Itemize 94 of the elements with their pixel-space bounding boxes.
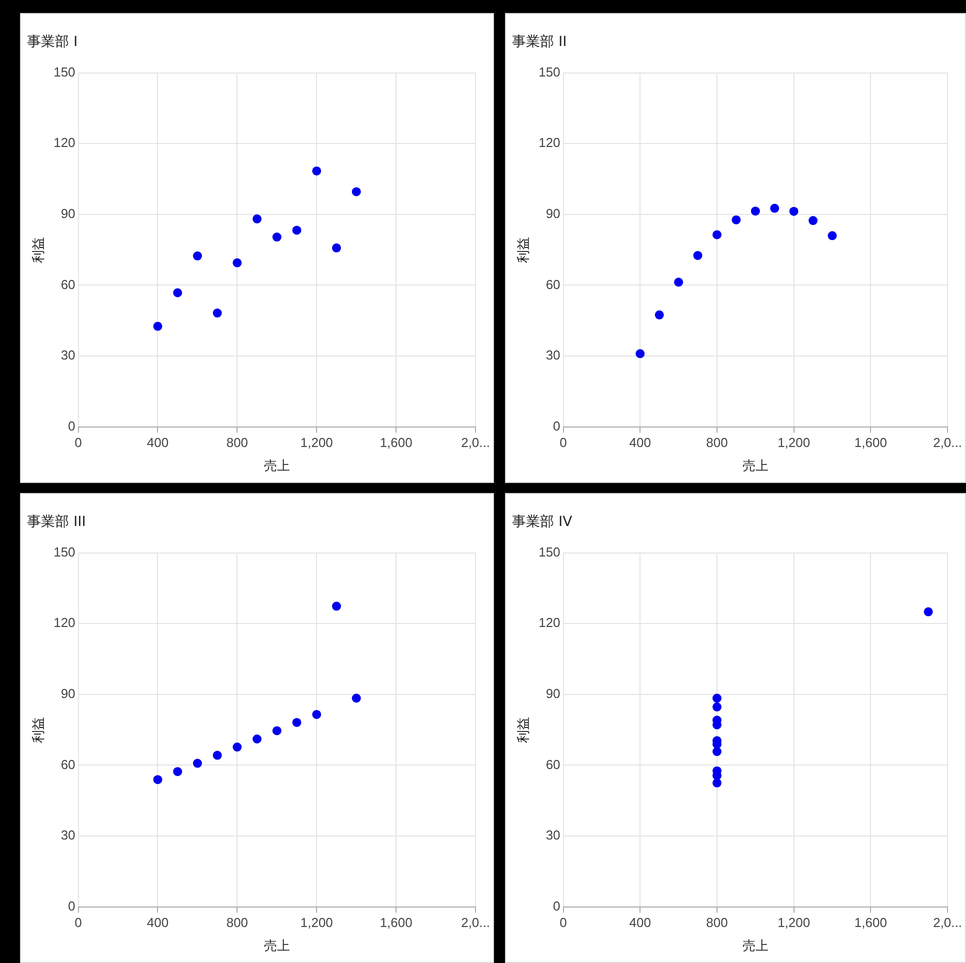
point — [712, 778, 722, 788]
y-axis-title: 利益 — [30, 716, 46, 743]
y-tick-label: 60 — [546, 276, 560, 292]
point — [352, 187, 361, 196]
y-tick-label: 0 — [68, 418, 76, 434]
x-axis-title: 売上 — [264, 938, 290, 953]
chart-title: 事業部 III — [27, 514, 86, 530]
point — [808, 216, 818, 226]
y-tick-label: 150 — [538, 544, 560, 560]
y-tick-label: 120 — [538, 615, 560, 630]
x-tick-label: 2,0... — [461, 915, 490, 930]
point — [252, 214, 262, 224]
x-axis-title: 売上 — [742, 938, 768, 953]
point — [732, 215, 741, 224]
point — [636, 349, 645, 358]
y-axis-title: 利益 — [30, 236, 46, 263]
x-tick-label: 1,600 — [854, 435, 887, 450]
chart-title: 事業部 II — [512, 34, 567, 50]
point — [272, 726, 282, 736]
y-axis-title: 利益 — [515, 236, 530, 263]
y-tick-label: 60 — [60, 756, 76, 772]
x-tick-label: 1,200 — [300, 915, 333, 930]
point — [292, 718, 302, 727]
point — [192, 251, 202, 260]
point — [312, 166, 322, 176]
point — [153, 775, 162, 784]
point — [712, 747, 722, 756]
point — [693, 250, 702, 260]
x-tick-label: 400 — [146, 435, 169, 450]
y-tick-label: 90 — [546, 206, 560, 221]
x-tick-label: 400 — [629, 915, 651, 930]
x-tick-label: 2,0... — [933, 915, 962, 930]
point — [173, 767, 182, 776]
chart-title: 事業部 IV — [512, 514, 573, 530]
point — [712, 702, 722, 712]
x-tick-label: 1,600 — [380, 435, 412, 450]
point — [153, 322, 162, 331]
point — [292, 226, 302, 235]
x-tick-label: 800 — [226, 915, 248, 930]
y-tick-label: 30 — [60, 348, 76, 363]
y-tick-label: 120 — [538, 135, 560, 150]
x-tick-label: 1,200 — [778, 915, 810, 930]
point — [654, 310, 664, 320]
y-tick-label: 90 — [546, 686, 560, 701]
point — [272, 232, 282, 242]
y-tick-label: 90 — [60, 686, 76, 701]
point — [712, 230, 722, 240]
point — [352, 694, 361, 703]
x-tick-label: 1,200 — [300, 435, 333, 450]
y-tick-label: 60 — [60, 276, 76, 292]
point — [770, 204, 780, 213]
y-tick-label: 0 — [553, 418, 560, 434]
y-tick-label: 150 — [54, 64, 76, 80]
y-tick-label: 60 — [546, 756, 560, 772]
x-tick-label: 400 — [629, 435, 651, 450]
point — [212, 750, 222, 760]
chart-title: 事業部 I — [27, 34, 78, 50]
point — [750, 206, 760, 216]
x-tick-label: 800 — [226, 435, 248, 450]
x-tick-label: 1,600 — [380, 915, 412, 930]
point — [789, 206, 798, 216]
y-tick-label: 150 — [54, 544, 76, 560]
x-axis-title: 売上 — [264, 458, 290, 473]
point — [712, 694, 722, 703]
x-tick-label: 2,0... — [461, 435, 490, 450]
x-axis-title: 売上 — [742, 458, 768, 473]
point — [332, 243, 342, 252]
x-tick-label: 800 — [706, 435, 728, 450]
y-tick-label: 150 — [538, 64, 560, 80]
y-tick-label: 90 — [60, 206, 76, 221]
x-tick-label: 1,600 — [854, 915, 887, 930]
x-tick-label: 800 — [706, 915, 728, 930]
point — [828, 231, 837, 240]
point — [173, 288, 182, 298]
point — [232, 742, 242, 752]
point — [924, 607, 933, 616]
point — [252, 734, 262, 744]
y-tick-label: 120 — [54, 135, 76, 150]
point — [232, 258, 242, 268]
y-tick-label: 30 — [60, 828, 76, 843]
y-tick-label: 30 — [546, 828, 560, 843]
point — [212, 308, 222, 318]
x-tick-label: 1,200 — [778, 435, 810, 450]
y-tick-label: 0 — [553, 898, 560, 914]
x-tick-label: 2,0... — [933, 435, 962, 450]
y-axis-title: 利益 — [515, 716, 530, 743]
point — [674, 278, 684, 287]
y-tick-label: 0 — [68, 898, 76, 914]
x-tick-label: 400 — [146, 915, 169, 930]
point — [312, 710, 322, 719]
point — [332, 602, 342, 611]
point — [192, 758, 202, 768]
y-tick-label: 120 — [54, 615, 76, 630]
y-tick-label: 30 — [546, 348, 560, 363]
